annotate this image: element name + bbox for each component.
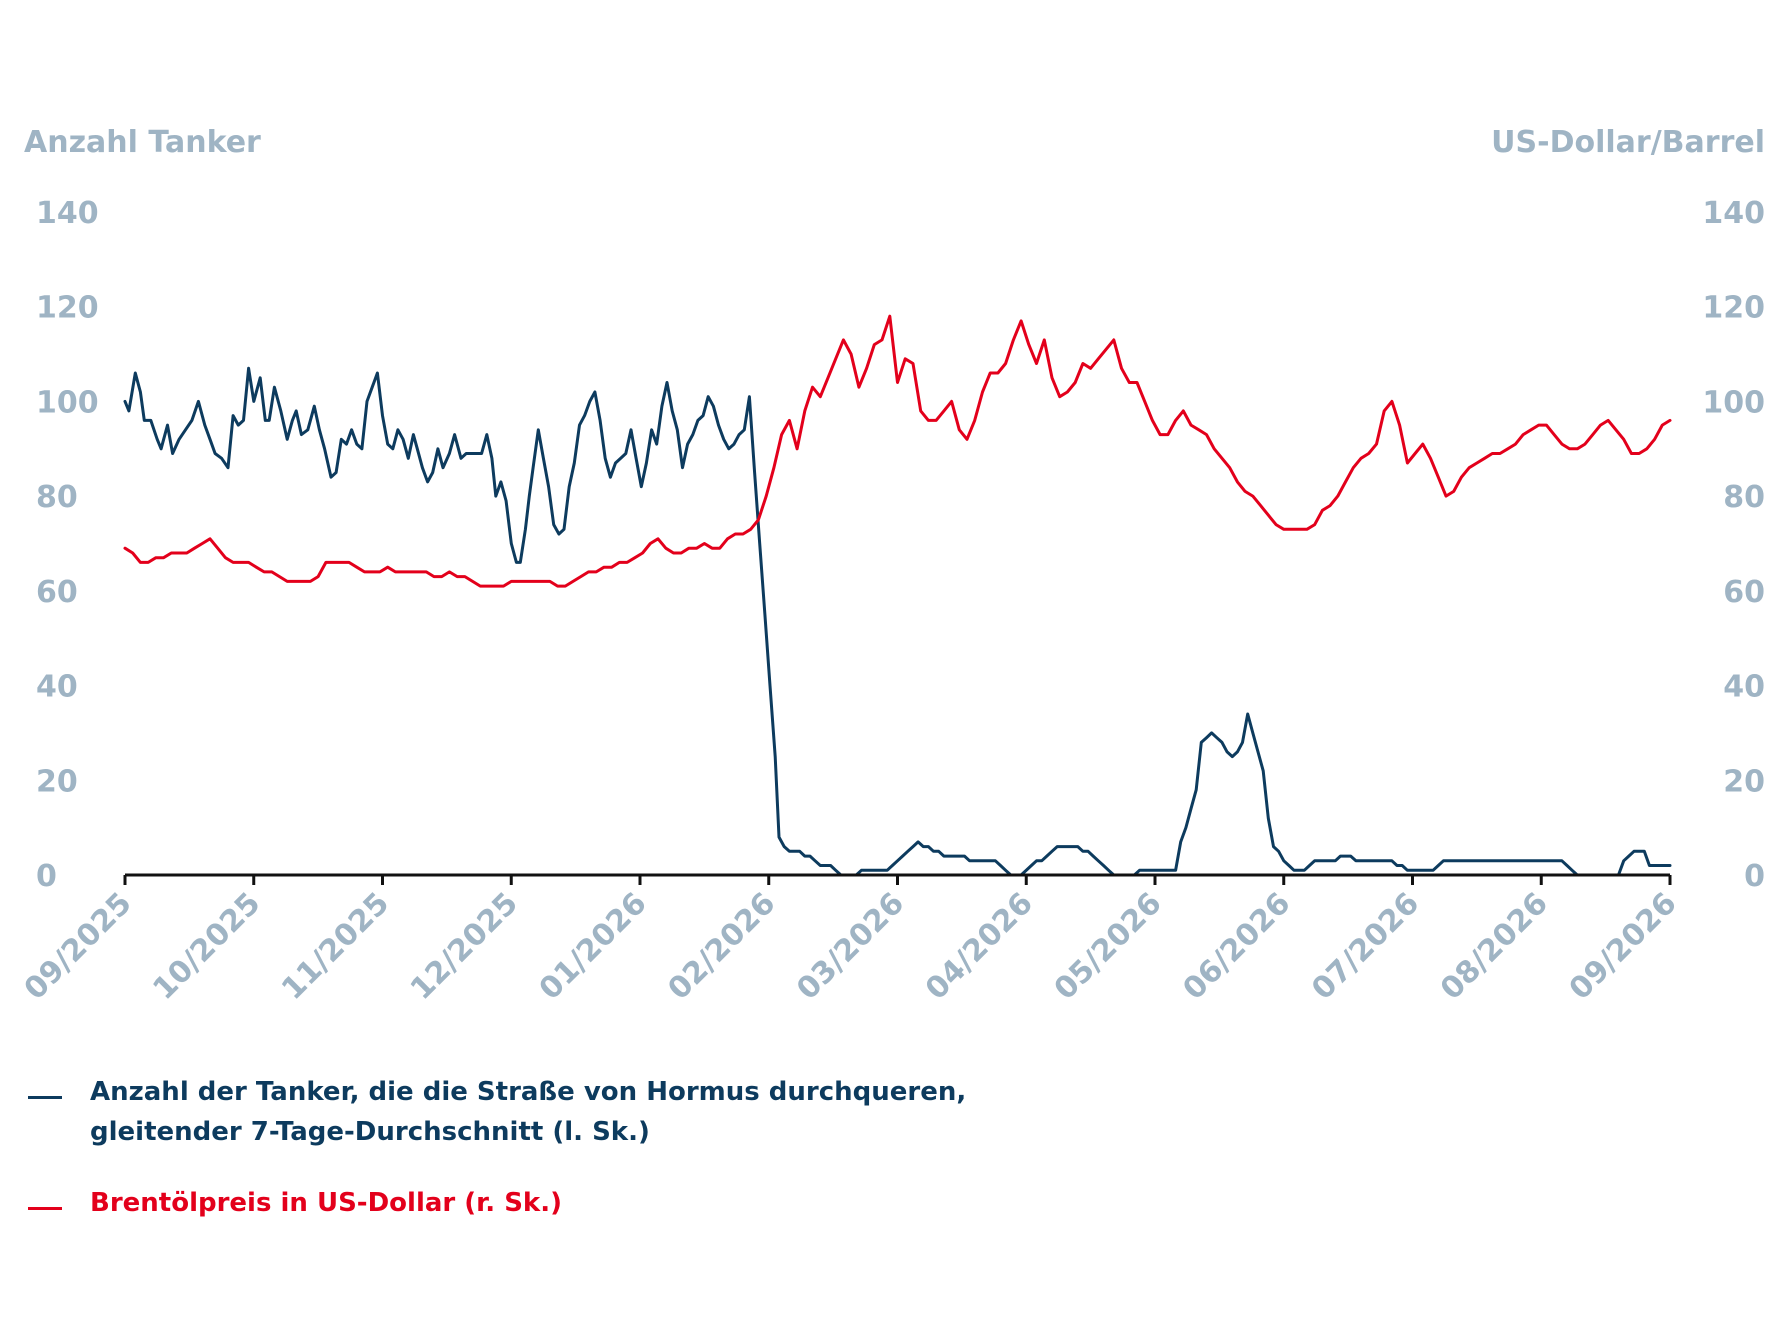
- y-left-tick-label: 100: [36, 385, 99, 420]
- x-tick-label: 08/2026: [1434, 886, 1555, 1007]
- y-right-tick-label: 60: [1723, 575, 1765, 610]
- series-line-tanker: [123, 366, 1672, 877]
- y-right-tick-label: 80: [1723, 480, 1765, 515]
- x-tick-label: 05/2026: [1048, 886, 1169, 1007]
- x-tick-label: 10/2025: [146, 886, 267, 1007]
- y-left-tick-label: 0: [36, 859, 57, 894]
- legend-label-tanker: Anzahl der Tanker, die die Straße von Ho…: [90, 1072, 966, 1152]
- y-left-tick-label: 80: [36, 480, 78, 515]
- y-right-tick-label: 20: [1723, 764, 1765, 799]
- y-axis-left-ticks: 0 20 40 60 80 100 120 140: [36, 196, 99, 894]
- y-right-tick-label: 140: [1702, 196, 1765, 231]
- y-right-tick-label: 0: [1744, 859, 1765, 894]
- x-tick-label: 03/2026: [790, 886, 911, 1007]
- y-axis-right-ticks: 0 20 40 60 80 100 120 140: [1702, 196, 1765, 894]
- y-right-tick-label: 40: [1723, 670, 1765, 705]
- x-tick-label: 07/2026: [1305, 886, 1426, 1007]
- legend-swatch-brent: [28, 1207, 62, 1210]
- y-axis-right-title: US-Dollar/Barrel: [1491, 125, 1765, 160]
- y-left-tick-label: 120: [36, 291, 99, 326]
- x-tick-label: 12/2025: [404, 886, 525, 1007]
- legend-label-brent: Brentölpreis in US-Dollar (r. Sk.): [90, 1188, 562, 1218]
- y-left-tick-label: 20: [36, 764, 78, 799]
- x-tick-label: 04/2026: [919, 886, 1040, 1007]
- y-right-tick-label: 100: [1702, 385, 1765, 420]
- x-tick-label: 09/2026: [1563, 886, 1684, 1007]
- x-tick-label: 02/2026: [661, 886, 782, 1007]
- y-axis-left-title: Anzahl Tanker: [24, 125, 261, 160]
- x-tick-label: 06/2026: [1176, 886, 1297, 1007]
- plot-area: [123, 314, 1672, 877]
- y-right-tick-label: 120: [1702, 291, 1765, 326]
- y-left-tick-label: 40: [36, 670, 78, 705]
- legend-label-tanker-line2: gleitender 7-Tage-Durchschnitt (l. Sk.): [90, 1117, 650, 1147]
- legend-swatch-tanker: [28, 1096, 62, 1099]
- x-tick-label: 01/2026: [533, 886, 654, 1007]
- series-line-brent: [123, 314, 1672, 588]
- legend-label-tanker-line1: Anzahl der Tanker, die die Straße von Ho…: [90, 1077, 967, 1107]
- x-tick-label: 09/2025: [18, 886, 139, 1007]
- y-left-tick-label: 140: [36, 196, 99, 231]
- y-left-tick-label: 60: [36, 575, 78, 610]
- x-tick-label: 11/2025: [275, 886, 396, 1007]
- x-axis: 09/2025 10/2025 11/2025 12/2025 01/2026 02/20…: [18, 873, 1684, 1007]
